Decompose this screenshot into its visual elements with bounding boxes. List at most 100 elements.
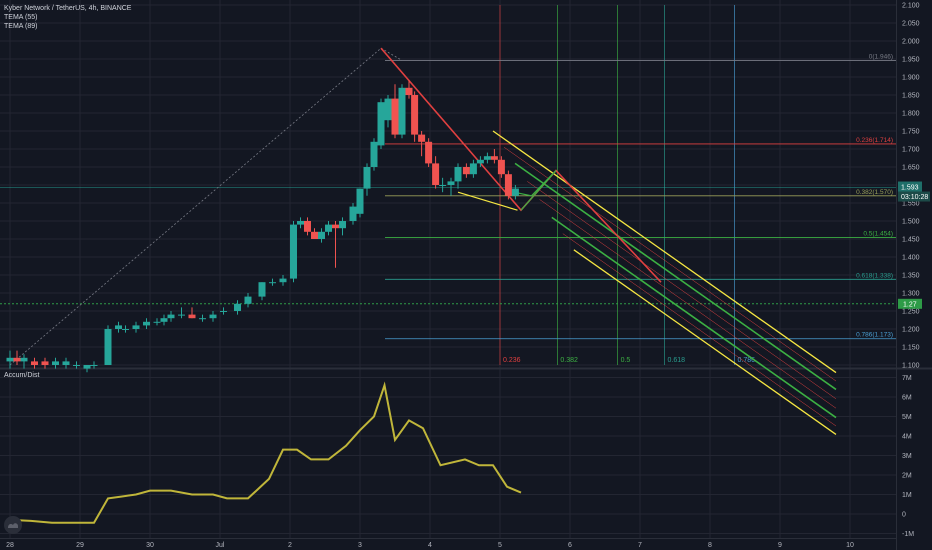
candle (62, 357, 70, 369)
price-tick-label: 1.850 (902, 93, 920, 100)
candle-body (90, 365, 98, 366)
channel-mid-lower (551, 216, 837, 419)
candle (13, 350, 21, 365)
price-tick-label: 1.550 (902, 201, 920, 208)
channel-inner-line (562, 233, 837, 427)
accum-dist-legend[interactable]: Accum/Dist (4, 372, 40, 379)
candle (405, 80, 413, 99)
candle (384, 95, 392, 128)
candle-body (209, 314, 217, 319)
candle (304, 217, 311, 236)
candle-body (356, 188, 364, 214)
candle (454, 163, 462, 189)
candle-body (462, 167, 470, 175)
candle-body (318, 231, 325, 239)
candle-body (511, 188, 519, 196)
candle (209, 311, 217, 322)
candle (160, 314, 168, 326)
candle (52, 357, 59, 369)
candle-body (377, 102, 385, 146)
price-tick-label: 1.900 (902, 75, 920, 82)
candle (41, 357, 49, 369)
candle (188, 307, 196, 319)
swing-marker (513, 170, 557, 211)
time-tick-label: 28 (6, 542, 14, 549)
candle (476, 156, 484, 167)
candle (234, 300, 241, 315)
candle (6, 350, 14, 369)
candle-body (476, 159, 484, 164)
candle-body (73, 365, 80, 366)
fib-time-label: 0.786 (738, 357, 756, 364)
price-tick-label: 1.700 (902, 147, 920, 154)
volume-tick-label: 4M (902, 434, 912, 441)
candle (167, 311, 175, 322)
candle (178, 307, 185, 319)
price-tick-label: 2.050 (902, 21, 920, 28)
current-price-text: 1.593 (901, 185, 919, 192)
candle (462, 163, 470, 178)
tema-55-legend[interactable]: TEMA (55) (4, 14, 38, 21)
time-tick-label: 10 (846, 542, 854, 549)
candle (318, 228, 325, 243)
price-tick-label: 1.950 (902, 57, 920, 64)
candle (244, 293, 252, 308)
candle (332, 221, 339, 268)
candle (339, 217, 346, 236)
candle-body (83, 365, 91, 369)
candle (363, 163, 371, 196)
candle-body (143, 321, 150, 326)
fib-level-label: 0.382(1.570) (856, 189, 893, 196)
tema-89-legend[interactable]: TEMA (89) (4, 23, 38, 30)
price-tick-label: 1.750 (902, 129, 920, 136)
candle-body (332, 224, 339, 229)
price-tick-label: 1.150 (902, 345, 920, 352)
candle-body (339, 221, 346, 229)
time-tick-label: 4 (428, 542, 432, 549)
candle (290, 221, 297, 283)
candle (490, 149, 498, 164)
channel-lower (573, 249, 837, 435)
candle-body (325, 224, 332, 232)
time-tick-label: 2 (288, 542, 292, 549)
symbol-legend[interactable]: Kyber Network / TetherUS, 4h, BINANCE (4, 5, 132, 12)
candle-body (115, 325, 122, 329)
candle-body (439, 185, 447, 186)
candle (153, 318, 161, 326)
time-tick-label: 30 (146, 542, 154, 549)
candle (115, 321, 122, 333)
candle (220, 307, 227, 315)
candle (432, 156, 440, 189)
candle-body (269, 282, 276, 284)
candle (418, 131, 426, 157)
candle-body (311, 231, 318, 239)
candle-body (497, 159, 505, 175)
fib-level-label: 0.5(1.454) (863, 231, 893, 238)
candle-body (398, 87, 406, 135)
candle-body (279, 278, 287, 283)
candle (297, 217, 304, 229)
candle-body (363, 167, 371, 189)
price-tick-label: 1.350 (902, 273, 920, 280)
volume-tick-label: 7M (902, 375, 912, 382)
candle-body (167, 314, 175, 319)
candle-body (258, 282, 266, 297)
candle (20, 354, 28, 369)
candle-body (31, 361, 38, 365)
candle-body (469, 163, 477, 175)
candle-body (411, 95, 419, 135)
channel-anchor (457, 191, 518, 211)
candle (511, 185, 519, 200)
time-tick-label: Jul (216, 542, 225, 549)
countdown-text: 03:10:28 (901, 194, 928, 201)
candle (311, 228, 318, 239)
candle-body (418, 134, 426, 142)
candle (73, 361, 80, 369)
tradingview-logo-icon[interactable] (4, 516, 22, 534)
fib-level-label: 0.618(1.338) (856, 272, 893, 279)
accum-dist-line (9, 381, 522, 524)
fib-time-label: 0.618 (668, 357, 686, 364)
candle (377, 98, 385, 149)
candle (425, 138, 433, 167)
